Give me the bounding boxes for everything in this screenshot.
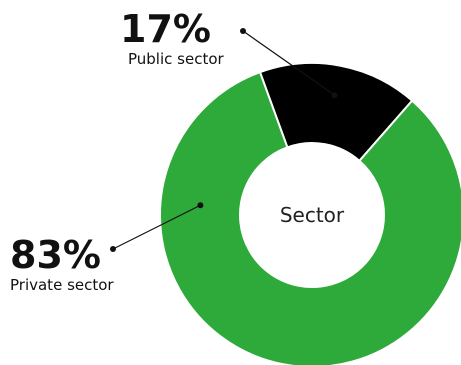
public-sector-leader-dot bbox=[331, 92, 338, 99]
public-sector-leader-dot bbox=[240, 28, 246, 34]
public-sector-percent: 17% bbox=[120, 7, 211, 51]
private-sector-percent: 83% bbox=[10, 233, 101, 277]
private-sector-leader-dot bbox=[110, 246, 116, 252]
donut-slice-public-sector bbox=[258, 62, 414, 163]
donut-slices bbox=[159, 62, 461, 365]
public-sector-leader-line bbox=[242, 30, 335, 96]
leader-lines bbox=[110, 28, 338, 252]
public-sector-label: Public sector bbox=[128, 50, 225, 68]
private-sector-label: Private sector bbox=[10, 276, 114, 294]
donut-slice-private-sector bbox=[159, 70, 461, 365]
private-sector-leader-line bbox=[112, 204, 201, 250]
private-sector-leader-dot bbox=[197, 202, 204, 209]
center-label: Sector bbox=[280, 203, 345, 227]
